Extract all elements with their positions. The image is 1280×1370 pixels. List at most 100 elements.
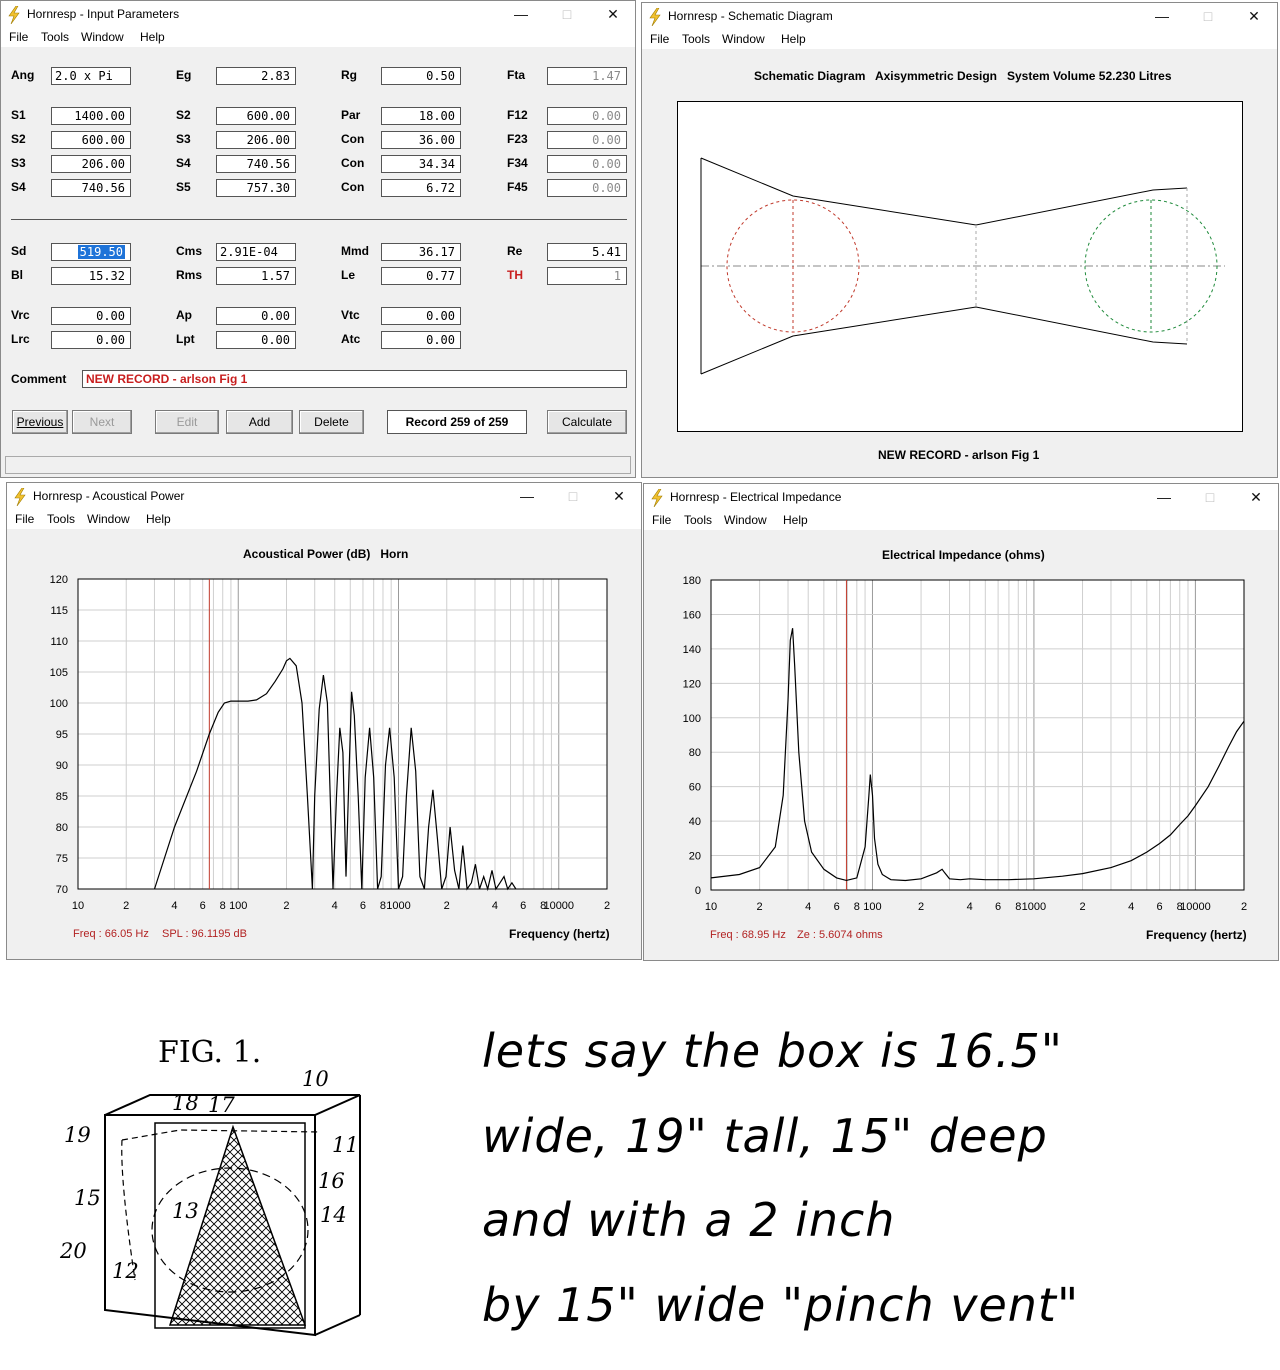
previous-button[interactable]: Previous xyxy=(12,410,68,434)
close-button[interactable]: ✕ xyxy=(1248,8,1260,24)
param-field-atc[interactable]: 0.00 xyxy=(381,331,461,349)
menu-window[interactable]: Window xyxy=(81,30,124,44)
param-field-f12[interactable]: 0.00 xyxy=(547,107,627,125)
callout-17: 17 xyxy=(208,1093,235,1117)
param-field-lrc[interactable]: 0.00 xyxy=(51,331,131,349)
param-field-ap[interactable]: 0.00 xyxy=(216,307,296,325)
param-field-eg[interactable]: 2.83 xyxy=(216,67,296,85)
param-value-bl: 15.32 xyxy=(88,269,125,283)
delete-button[interactable]: Delete xyxy=(299,410,364,434)
param-field-fta[interactable]: 1.47 xyxy=(547,67,627,85)
param-label-le: Le xyxy=(341,268,356,282)
menu-window[interactable]: Window xyxy=(724,513,767,527)
window-title: Hornresp - Electrical Impedance xyxy=(670,490,842,504)
param-field-cms[interactable]: 2.91E-04 xyxy=(216,243,296,261)
close-button[interactable]: ✕ xyxy=(1250,489,1262,505)
edit-button[interactable]: Edit xyxy=(155,410,219,434)
param-field-s4[interactable]: 740.56 xyxy=(51,179,131,197)
param-field-con[interactable]: 6.72 xyxy=(381,179,461,197)
hornresp-logo-icon xyxy=(8,6,20,24)
menu-file[interactable]: File xyxy=(9,30,29,44)
param-field-s5[interactable]: 757.30 xyxy=(216,179,296,197)
param-field-le[interactable]: 0.77 xyxy=(381,267,461,285)
param-field-s2[interactable]: 600.00 xyxy=(216,107,296,125)
maximize-button[interactable]: □ xyxy=(568,488,578,504)
menu-file[interactable]: File xyxy=(650,32,670,46)
param-field-s3[interactable]: 206.00 xyxy=(51,155,131,173)
param-field-sd[interactable]: 519.50 xyxy=(51,243,131,261)
param-field-th[interactable]: 1 xyxy=(547,267,627,285)
minimize-button[interactable]: — xyxy=(520,488,534,504)
maximize-button[interactable]: □ xyxy=(1203,8,1213,24)
close-button[interactable]: ✕ xyxy=(607,6,619,22)
param-field-lpt[interactable]: 0.00 xyxy=(216,331,296,349)
param-field-re[interactable]: 5.41 xyxy=(547,243,627,261)
x-tick-label: 2 xyxy=(1241,901,1247,913)
minimize-button[interactable]: — xyxy=(1155,8,1169,24)
y-tick-label: 100 xyxy=(683,713,701,725)
param-value-th: 1 xyxy=(613,269,621,283)
status-strip xyxy=(5,456,631,474)
param-field-vtc[interactable]: 0.00 xyxy=(381,307,461,325)
menu-help[interactable]: Help xyxy=(781,32,806,46)
minimize-button[interactable]: — xyxy=(1157,489,1171,505)
comment-field[interactable]: NEW RECORD - arlson Fig 1 xyxy=(82,370,627,388)
x-tick-label: 2 xyxy=(918,901,924,913)
calculate-button[interactable]: Calculate xyxy=(547,410,627,434)
menu-tools[interactable]: Tools xyxy=(47,512,76,526)
y-tick-label: 0 xyxy=(695,885,701,897)
param-field-con[interactable]: 34.34 xyxy=(381,155,461,173)
menu-tools[interactable]: Tools xyxy=(41,30,70,44)
menu-help[interactable]: Help xyxy=(146,512,171,526)
param-field-f45[interactable]: 0.00 xyxy=(547,179,627,197)
param-field-s2[interactable]: 600.00 xyxy=(51,131,131,149)
minimize-button[interactable]: — xyxy=(514,6,528,22)
close-button[interactable]: ✕ xyxy=(613,488,625,504)
param-field-ang[interactable]: 2.0 x Pi xyxy=(51,67,131,85)
horn-hatched-area xyxy=(168,1124,307,1326)
param-label-f12: F12 xyxy=(507,108,528,122)
add-button[interactable]: Add xyxy=(226,410,293,434)
param-field-s1[interactable]: 1400.00 xyxy=(51,107,131,125)
menu-help[interactable]: Help xyxy=(140,30,165,44)
maximize-button[interactable]: □ xyxy=(562,6,572,22)
param-field-s4[interactable]: 740.56 xyxy=(216,155,296,173)
param-field-vrc[interactable]: 0.00 xyxy=(51,307,131,325)
title-bar: Hornresp - Acoustical Power — □ ✕ xyxy=(7,483,641,511)
window-title: Hornresp - Input Parameters xyxy=(27,7,180,21)
param-field-s3[interactable]: 206.00 xyxy=(216,131,296,149)
param-label-con: Con xyxy=(341,156,365,170)
param-field-f23[interactable]: 0.00 xyxy=(547,131,627,149)
param-field-bl[interactable]: 15.32 xyxy=(51,267,131,285)
x-tick-label: 6 xyxy=(995,901,1001,913)
menu-bar: File Tools Window Help xyxy=(644,512,1278,530)
param-field-con[interactable]: 36.00 xyxy=(381,131,461,149)
menu-tools[interactable]: Tools xyxy=(684,513,713,527)
menu-help[interactable]: Help xyxy=(783,513,808,527)
maximize-button[interactable]: □ xyxy=(1205,489,1215,505)
menu-tools[interactable]: Tools xyxy=(682,32,711,46)
param-label-s2: S2 xyxy=(176,108,191,122)
param-value-cms: 2.91E-04 xyxy=(220,245,278,259)
schematic-footer: NEW RECORD - arlson Fig 1 xyxy=(878,448,1040,462)
x-tick-label: 4 xyxy=(332,900,338,912)
param-value-ap: 0.00 xyxy=(261,309,290,323)
menu-window[interactable]: Window xyxy=(87,512,130,526)
param-field-rms[interactable]: 1.57 xyxy=(216,267,296,285)
next-button[interactable]: Next xyxy=(72,410,132,434)
param-value-f12: 0.00 xyxy=(592,109,621,123)
param-field-rg[interactable]: 0.50 xyxy=(381,67,461,85)
acoustical-power-window: Hornresp - Acoustical Power — □ ✕ File T… xyxy=(6,482,642,960)
menu-file[interactable]: File xyxy=(15,512,35,526)
param-field-mmd[interactable]: 36.17 xyxy=(381,243,461,261)
param-field-f34[interactable]: 0.00 xyxy=(547,155,627,173)
note-line-2: wide, 19" tall, 15" deep xyxy=(482,1109,1048,1163)
menu-file[interactable]: File xyxy=(652,513,672,527)
menu-window[interactable]: Window xyxy=(722,32,765,46)
param-field-par[interactable]: 18.00 xyxy=(381,107,461,125)
x-tick-label: 8 xyxy=(1177,901,1183,913)
x-tick-label: 1000 xyxy=(386,900,410,912)
x-tick-label: 8 xyxy=(220,900,226,912)
